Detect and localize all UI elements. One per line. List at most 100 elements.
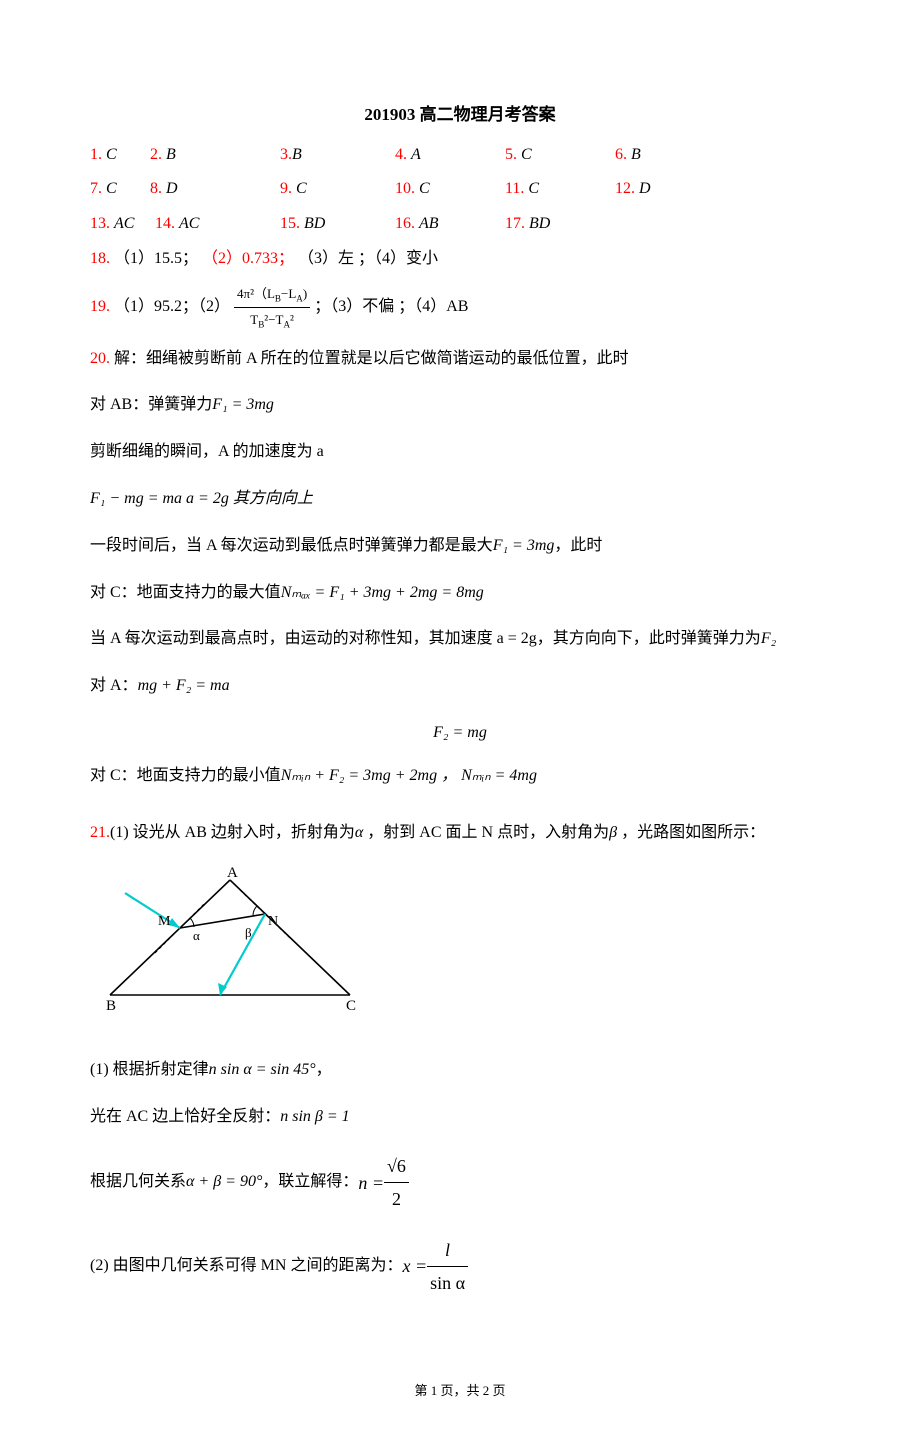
q20-l4a: 一段时间后，当 A 每次运动到最低点时弹簧弹力都是最大 xyxy=(90,537,493,554)
q-letter: D xyxy=(166,180,178,197)
q-num: 9. xyxy=(280,180,292,197)
q21-p2b: n sin β = 1 xyxy=(280,1108,349,1125)
answer-row-2: 7. C 8. D 9. C 10. C 11. C 12. D xyxy=(90,175,830,204)
q20-l2: 剪断细绳的瞬间，A 的加速度为 a xyxy=(90,438,830,467)
answer-row-1: 1. C 2. B 3.B 4. A 5. C 6. B xyxy=(90,141,830,170)
q-num: 15. xyxy=(280,215,300,232)
q-num: 11. xyxy=(505,180,524,197)
q18-p1: （1）15.5； xyxy=(114,250,198,267)
n-eq: n = xyxy=(358,1173,384,1193)
x-eq: x = xyxy=(402,1256,427,1276)
frac-num: √6 xyxy=(384,1150,409,1183)
q-letter: A xyxy=(411,146,421,163)
q21-p1c: ， xyxy=(316,1061,332,1078)
frac-den: sin α xyxy=(427,1267,468,1299)
q-letter: C xyxy=(106,146,117,163)
q-letter: B xyxy=(292,146,302,163)
q-num: 8. xyxy=(150,180,162,197)
q21-frac-x: l sin α xyxy=(427,1234,468,1300)
frac-num: 4π²（LB−LA) xyxy=(234,282,310,308)
optics-diagram: A B C M N α β xyxy=(90,865,830,1026)
q-num: 3. xyxy=(280,146,292,163)
q-letter: B xyxy=(166,146,176,163)
q21-intro-a: (1) 设光从 AB 边射入时，折射角为 xyxy=(110,824,355,841)
q-letter: AC xyxy=(114,215,134,232)
label-N: N xyxy=(268,914,278,929)
q21-p2a: 光在 AC 边上恰好全反射： xyxy=(90,1108,280,1125)
label-C: C xyxy=(346,998,356,1014)
label-beta: β xyxy=(245,925,252,940)
q-letter: D xyxy=(639,180,651,197)
q-letter: C xyxy=(106,180,117,197)
q20-l4c: ，此时 xyxy=(554,537,602,554)
q-num: 12. xyxy=(615,180,635,197)
q-num: 7. xyxy=(90,180,102,197)
q19-p1: （1）95.2；（2） xyxy=(114,298,230,315)
q-num: 17. xyxy=(505,215,525,232)
q-letter: B xyxy=(631,146,641,163)
q20-l6a: 当 A 每次运动到最高点时，由运动的对称性知，其加速度 a = 2g，其方向向下… xyxy=(90,630,761,647)
q21-p3a: 根据几何关系 xyxy=(90,1168,186,1197)
q21-p3c: ，联立解得： xyxy=(262,1168,358,1197)
q18-p2: （2）0.733； xyxy=(202,250,294,267)
q-num: 14. xyxy=(155,215,175,232)
q20-l6b: F₂ xyxy=(761,630,776,647)
page-title: 201903 高二物理月考答案 xyxy=(90,100,830,131)
q21-intro-b: ，射到 AC 面上 N 点时，入射角为 xyxy=(363,824,609,841)
q21-intro-c: ，光路图如图所示： xyxy=(617,824,765,841)
q21-p1a: (1) 根据折射定律 xyxy=(90,1061,209,1078)
q-num: 10. xyxy=(395,180,415,197)
label-alpha: α xyxy=(193,928,200,943)
q21-p3b: α + β = 90° xyxy=(186,1168,262,1197)
q-letter: BD xyxy=(304,215,325,232)
q20-intro: 解：细绳被剪断前 A 所在的位置就是以后它做简谐运动的最低位置，此时 xyxy=(114,350,629,367)
frac-den: TB²−TA² xyxy=(234,308,310,333)
q20-l3: F₁ − mg = ma a = 2g 其方向向上 xyxy=(90,490,313,507)
q-num: 20. xyxy=(90,350,110,367)
q-num: 1. xyxy=(90,146,102,163)
q19-p3: ；（3）不偏 ；（4）AB xyxy=(314,298,468,315)
q20-l8: F₂ = mg xyxy=(433,724,487,741)
q20-l5b: Nₘₐₓ = F₁ + 3mg + 2mg = 8mg xyxy=(281,584,484,601)
q-num: 19. xyxy=(90,298,110,315)
label-A: A xyxy=(227,865,238,881)
q20-l1b: F₁ = 3mg xyxy=(212,396,274,413)
q-num: 13. xyxy=(90,215,110,232)
frac-den: 2 xyxy=(384,1183,409,1215)
q18: 18. （1）15.5； （2）0.733； （3）左 ；（4）变小 xyxy=(90,245,830,274)
q-num: 6. xyxy=(615,146,627,163)
q20-l7b: mg + F₂ = ma xyxy=(138,677,230,694)
q21-p1b: n sin α = sin 45° xyxy=(209,1061,316,1078)
q-num: 4. xyxy=(395,146,407,163)
q-num: 16. xyxy=(395,215,415,232)
label-M: M xyxy=(158,914,171,929)
q18-p3: （3）左 ；（4）变小 xyxy=(298,250,438,267)
q20-l5a: 对 C：地面支持力的最大值 xyxy=(90,584,281,601)
q20-l4b: F₁ = 3mg xyxy=(493,537,555,554)
frac-num: l xyxy=(427,1234,468,1267)
q-letter: C xyxy=(419,180,430,197)
q-num: 21. xyxy=(90,824,110,841)
page-footer: 第 1 页，共 2 页 xyxy=(90,1379,830,1402)
q19: 19. （1）95.2；（2） 4π²（LB−LA) TB²−TA² ；（3）不… xyxy=(90,282,830,333)
q21-p4a: (2) 由图中几何关系可得 MN 之间的距离为： xyxy=(90,1252,402,1281)
q-letter: C xyxy=(296,180,307,197)
q20-l1a: 对 AB：弹簧弹力 xyxy=(90,396,212,413)
q21-frac-n: √6 2 xyxy=(384,1150,409,1216)
q-num: 5. xyxy=(505,146,517,163)
beta-var: β xyxy=(609,824,617,841)
q19-frac: 4π²（LB−LA) TB²−TA² xyxy=(234,282,310,333)
q-num: 2. xyxy=(150,146,162,163)
q-letter: AC xyxy=(179,215,199,232)
q-letter: BD xyxy=(529,215,550,232)
label-B: B xyxy=(106,998,116,1014)
q21: 21.(1) 设光从 AB 边射入时，折射角为 α ，射到 AC 面上 N 点时，… xyxy=(90,819,830,1300)
q-letter: AB xyxy=(419,215,439,232)
q20: 20. 解：细绳被剪断前 A 所在的位置就是以后它做简谐运动的最低位置，此时 对… xyxy=(90,345,830,791)
q20-l7a: 对 A： xyxy=(90,677,138,694)
answer-row-3: 13. AC 14. AC 15. BD 16. AB 17. BD xyxy=(90,210,830,239)
q20-l9a: 对 C：地面支持力的最小值 xyxy=(90,767,281,784)
q-num: 18. xyxy=(90,250,110,267)
q-letter: C xyxy=(521,146,532,163)
q20-l9b: Nₘᵢₙ + F₂ = 3mg + 2mg ， Nₘᵢₙ = 4mg xyxy=(281,767,537,784)
